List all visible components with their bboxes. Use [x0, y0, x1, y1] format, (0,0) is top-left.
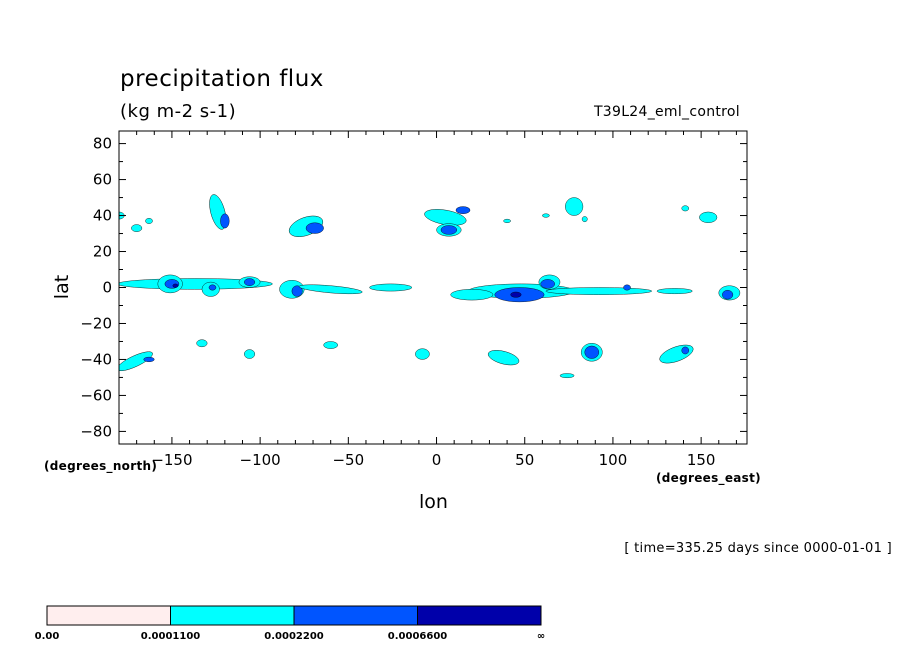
colorbar-label: 0.0001100: [141, 631, 201, 642]
contour-region-40: [656, 288, 693, 294]
x-tick-label: −100: [240, 451, 281, 469]
contour-region-44: [244, 349, 256, 359]
contour-region-23: [172, 283, 179, 288]
contour-region-39: [623, 284, 631, 291]
x-tick-label: 100: [599, 451, 628, 469]
chart-units: (kg m-2 s-1): [120, 101, 237, 122]
contour-region-7: [220, 213, 230, 229]
contour-region-49: [584, 345, 600, 359]
contour-region-50: [659, 344, 694, 364]
y-tick-label: −80: [80, 422, 112, 440]
contour-region-4: [131, 224, 143, 232]
chart-title: precipitation flux: [120, 66, 324, 92]
contour-region-52: [559, 373, 575, 379]
contour-region-2: [143, 356, 155, 362]
contour-region-20: [119, 278, 273, 290]
contour-region-13: [440, 225, 458, 235]
contour-region-19: [503, 218, 511, 223]
time-stamp: [ time=335.25 days since 0000-01-01 ]: [624, 541, 892, 556]
contour-region-11: [455, 206, 471, 214]
x-tick-label: 0: [432, 451, 442, 469]
colorbar-box-3: [293, 605, 418, 626]
colorbar-box-4: [417, 605, 542, 626]
contour-regions: [119, 194, 741, 379]
contour-region-18: [681, 205, 689, 212]
contour-region-16: [581, 216, 588, 223]
y-tick-label: 60: [93, 171, 112, 189]
contour-region-5: [145, 218, 153, 224]
contour-region-1: [119, 351, 153, 372]
contour-region-27: [244, 278, 256, 286]
colorbar-box-1: [46, 605, 171, 626]
contour-region-15: [542, 213, 550, 218]
contour-region-38: [545, 287, 652, 295]
x-axis-ticks: −150 −100 −50 0 50 100 150: [118, 131, 737, 469]
contour-region-51: [681, 346, 689, 355]
x-tick-label: 50: [515, 451, 534, 469]
contour-region-9: [305, 222, 324, 234]
y-tick-label: 40: [93, 207, 112, 225]
contour-region-31: [369, 283, 413, 292]
y-tick-label: −20: [80, 314, 112, 332]
x-tick-label: −150: [151, 451, 192, 469]
colorbar-label: 0.0006600: [388, 631, 448, 642]
contour-region-14: [565, 197, 584, 216]
contour-region-25: [208, 284, 217, 291]
contour-region-29: [291, 285, 303, 297]
y-axis-units: (degrees_north): [44, 459, 158, 473]
colorbar-label: 0.0002200: [264, 631, 324, 642]
contour-region-30: [298, 284, 363, 295]
y-axis-ticks: 80 60 40 20 0 −20 −40 −60 −80: [80, 135, 747, 440]
y-tick-label: 80: [93, 135, 112, 153]
y-tick-label: 0: [102, 279, 112, 297]
y-tick-label: −60: [80, 386, 112, 404]
contour-region-43: [196, 339, 208, 348]
colorbar-box-2: [170, 605, 295, 626]
y-tick-label: 20: [93, 243, 112, 261]
run-name: T39L24_eml_control: [593, 104, 740, 120]
x-axis-label: lon: [419, 491, 448, 513]
x-tick-label: 150: [687, 451, 716, 469]
contour-region-17: [699, 211, 718, 223]
contour-region-37: [540, 279, 555, 289]
x-axis-units: (degrees_east): [656, 471, 761, 485]
contour-region-47: [487, 350, 520, 366]
contour-region-46: [415, 348, 430, 360]
colorbar: 0.00 0.0001100 0.0002200 0.0006600 ∞: [35, 605, 545, 642]
contour-region-33: [450, 289, 494, 301]
contour-region-42: [722, 289, 734, 300]
colorbar-label: ∞: [537, 631, 545, 642]
x-tick-label: −50: [332, 451, 364, 469]
contour-region-45: [323, 341, 338, 349]
colorbar-label: 0.00: [35, 631, 60, 642]
contour-region-35: [510, 291, 522, 298]
y-tick-label: −40: [80, 350, 112, 368]
